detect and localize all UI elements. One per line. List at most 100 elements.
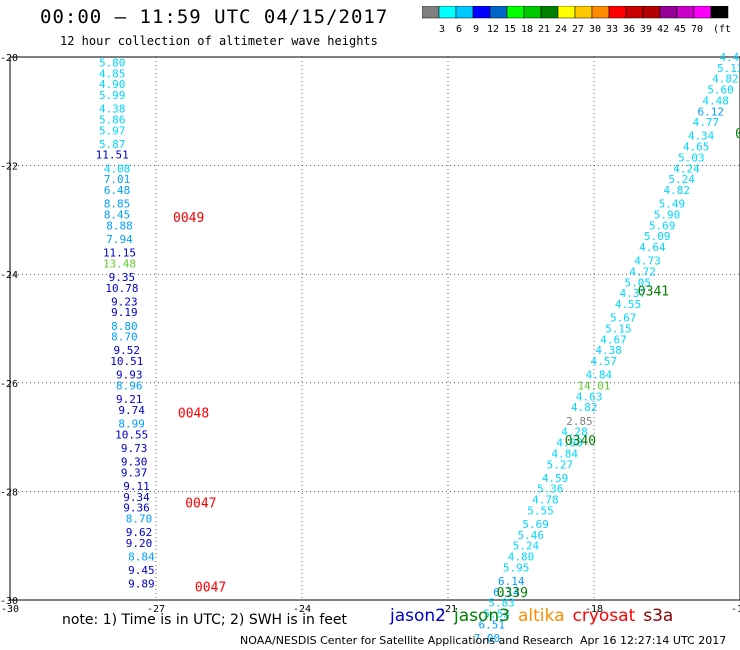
x-tick-label: -18 bbox=[585, 604, 603, 615]
wave-height-label: 10.78 bbox=[105, 282, 138, 295]
y-tick-label: -30 bbox=[0, 596, 18, 607]
wave-height-label: 4.24 bbox=[673, 162, 700, 175]
pass-time-label: 0047 bbox=[185, 496, 216, 511]
legend-item: s3a bbox=[643, 606, 674, 626]
wave-height-label: 4.82 bbox=[663, 184, 690, 197]
colorbar-unit: (ft) bbox=[713, 24, 732, 35]
wave-height-label: 5.03 bbox=[678, 151, 705, 164]
wave-height-label: 11.51 bbox=[96, 149, 129, 162]
colorbar-label: 70 bbox=[691, 24, 703, 35]
wave-height-label: 5.69 bbox=[522, 518, 549, 531]
colorbar-label: 15 bbox=[504, 24, 516, 35]
wave-height-label: 5.36 bbox=[537, 483, 564, 496]
wave-height-label: 4.65 bbox=[683, 141, 710, 154]
wave-height-label: 5.24 bbox=[513, 540, 540, 553]
wave-height-label: 4.55 bbox=[615, 298, 642, 311]
wave-height-label: 5.49 bbox=[659, 198, 686, 211]
chart-title: 00:00 – 11:59 UTC 04/15/2017 bbox=[40, 6, 389, 28]
wave-height-label: 7.94 bbox=[106, 233, 133, 246]
wave-height-label: 5.87 bbox=[99, 138, 126, 151]
wave-height-label: 8.84 bbox=[128, 551, 155, 564]
wave-height-label: 6.51 bbox=[479, 618, 506, 631]
wave-height-label: 7.00 bbox=[474, 632, 501, 645]
legend-item: altika bbox=[518, 606, 565, 626]
wave-height-label: 8.80 bbox=[111, 320, 138, 333]
colorbar-swatch bbox=[710, 6, 729, 19]
wave-height-label: 8.70 bbox=[126, 513, 153, 526]
x-tick-label: -27 bbox=[147, 604, 165, 615]
wave-height-label: 4.37 bbox=[620, 287, 647, 300]
wave-height-label: 5.95 bbox=[503, 561, 530, 574]
wave-height-label: 4.90 bbox=[99, 78, 126, 91]
wave-height-label: 4.72 bbox=[629, 265, 656, 278]
wave-height-label: 10.55 bbox=[115, 428, 148, 441]
wave-height-label: 6.48 bbox=[104, 184, 131, 197]
wave-height-label: 9.19 bbox=[111, 306, 138, 319]
wave-height-label: 4.08 bbox=[104, 162, 131, 175]
wave-height-label: 4.63 bbox=[576, 390, 603, 403]
wave-height-label: 9.21 bbox=[116, 393, 143, 406]
y-tick-label: -26 bbox=[0, 379, 18, 390]
pass-time-label: 0341 bbox=[638, 284, 669, 299]
wave-height-label: 9.30 bbox=[121, 456, 148, 469]
wave-height-label: 5.09 bbox=[644, 230, 671, 243]
wave-height-label: 4.34 bbox=[688, 130, 715, 143]
pass-time-label: 0047 bbox=[195, 580, 226, 595]
footer-credit: NOAA/NESDIS Center for Satellite Applica… bbox=[240, 634, 574, 647]
wave-height-label: 5.97 bbox=[99, 124, 126, 137]
x-tick-label: -21 bbox=[439, 604, 457, 615]
wave-height-label: 4.88 bbox=[556, 437, 583, 450]
wave-height-label: 5.69 bbox=[649, 219, 676, 232]
wave-height-label: 5.60 bbox=[707, 84, 734, 97]
y-tick-label: -22 bbox=[0, 162, 18, 173]
colorbar-label: 12 bbox=[487, 24, 499, 35]
wave-height-label: 4.38 bbox=[99, 103, 126, 116]
wave-height-label: 4.59 bbox=[542, 472, 569, 485]
colorbar-label: 36 bbox=[623, 24, 635, 35]
wave-height-label: 5.05 bbox=[625, 276, 652, 289]
wave-height-label: 5.55 bbox=[527, 504, 554, 517]
wave-height-label: 13.48 bbox=[103, 257, 136, 270]
footer-note: note: 1) Time is in UTC; 2) SWH is in fe… bbox=[62, 612, 348, 628]
wave-height-label: 6.12 bbox=[698, 105, 725, 118]
colorbar-label: 18 bbox=[521, 24, 533, 35]
wave-height-label: 11.15 bbox=[103, 246, 136, 259]
wave-height-label: 9.52 bbox=[114, 344, 141, 357]
x-tick-label: -15 bbox=[731, 604, 740, 615]
wave-height-label: 4.28 bbox=[561, 426, 588, 439]
wave-height-label: 5.46 bbox=[517, 529, 544, 542]
wave-height-label: 5.99 bbox=[99, 89, 126, 102]
colorbar-label: 21 bbox=[538, 24, 550, 35]
legend-item: jason2 bbox=[390, 606, 446, 626]
pass-time-label: 0048 bbox=[178, 407, 209, 422]
legend-item: cryosat bbox=[572, 606, 636, 626]
wave-height-label: 5.27 bbox=[547, 458, 574, 471]
wave-height-label: 9.35 bbox=[109, 271, 136, 284]
wave-height-label: 4.48 bbox=[702, 94, 729, 107]
colorbar-label: 6 bbox=[456, 24, 462, 35]
wave-height-label: 4.77 bbox=[693, 116, 720, 129]
colorbar-label: 30 bbox=[589, 24, 601, 35]
wave-height-label: 4.82 bbox=[571, 401, 598, 414]
pass-time-label: 0049 bbox=[173, 211, 204, 226]
wave-height-label: 6.14 bbox=[493, 586, 520, 599]
footer-date: Apr 16 12:27:14 UTC 2017 bbox=[580, 634, 727, 647]
wave-height-label: 4.64 bbox=[639, 241, 666, 254]
wave-height-label: 8.88 bbox=[106, 219, 133, 232]
x-tick-label: -30 bbox=[1, 604, 19, 615]
wave-height-label: 14.01 bbox=[577, 380, 610, 393]
wave-height-label: 10.51 bbox=[110, 355, 143, 368]
wave-height-label: 5.90 bbox=[654, 208, 681, 221]
pass-time-label: 03 bbox=[735, 127, 740, 142]
wave-height-label: 9.89 bbox=[128, 578, 155, 591]
wave-height-label: 5.67 bbox=[610, 312, 637, 325]
wave-height-label: 9.34 bbox=[123, 491, 150, 504]
wave-height-label: 8.70 bbox=[111, 331, 138, 344]
pass-time-label: 0340 bbox=[565, 434, 596, 449]
wave-height-label: 4.45 bbox=[719, 51, 740, 64]
x-tick-label: -24 bbox=[293, 604, 311, 615]
wave-height-label: 9.74 bbox=[118, 404, 145, 417]
colorbar-label: 27 bbox=[572, 24, 584, 35]
